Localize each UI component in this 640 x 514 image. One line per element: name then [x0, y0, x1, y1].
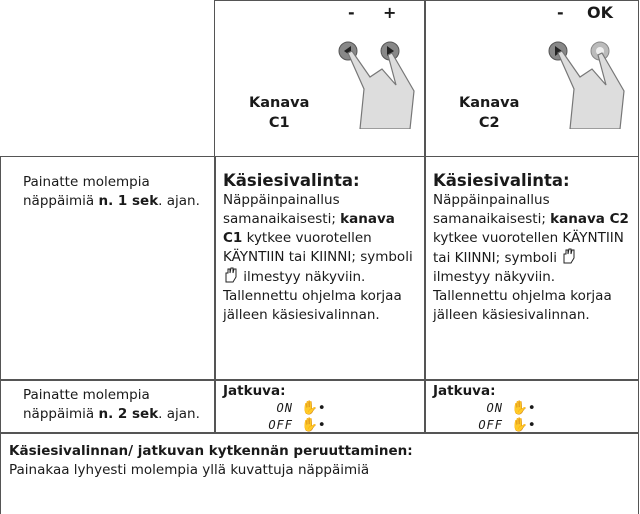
action-cell: Painatte molempia näppäimiä n. 1 sek. aj… [0, 156, 216, 381]
text: Painatte molempia näppäimiä [23, 174, 150, 209]
state: OFF [478, 418, 503, 432]
text: ilmestyy näkyviin. Tallennettu ohjelma k… [223, 269, 402, 323]
header-cell: - OK Kanava C2 [424, 0, 639, 158]
button-label: - [348, 3, 355, 22]
text: kytkee vuorotellen KÄYNTIIN tai KIINNI; … [223, 230, 413, 265]
action-cell: Painatte molempia näppäimiä n. 2 sek. aj… [0, 379, 216, 434]
text: Käsiesivalinta: [433, 171, 570, 190]
description-cell: Käsiesivalinta: Näppäinpainallus samanaik… [214, 156, 426, 381]
text: kanava C1 [223, 211, 395, 246]
text: Näppäinpainallus samanaikaisesti; [223, 192, 341, 227]
text: kanava C2 [550, 211, 629, 227]
text: ilmestyy näkyviin. Tallennettu ohjelma k… [433, 269, 612, 323]
text: Kanava [459, 95, 520, 111]
description-cell: Käsiesivalinta: Näppäinpainallus samanaik… [424, 156, 639, 381]
text: Näppäinpainallus samanaikaisesti; [433, 192, 551, 227]
channel-label: Kanava C2 [459, 93, 519, 133]
state-cell: Jatkuva: ON ✋• OFF ✋• [214, 379, 426, 434]
text: kytkee vuorotellen KÄYNTIIN tai KIINNI; … [433, 230, 624, 266]
text: C2 [478, 115, 500, 131]
text: Jatkuva: [433, 383, 496, 399]
button-label: - [557, 3, 564, 22]
state-cell: Jatkuva: ON ✋• OFF ✋• [424, 379, 639, 434]
channel-label: Kanava C1 [249, 93, 309, 133]
text: Käsiesivalinta: [223, 171, 360, 190]
header-cell: - + Kanava C1 [214, 0, 426, 158]
button-label: OK [587, 3, 613, 22]
state: ON [486, 401, 503, 415]
text: C1 [268, 115, 290, 131]
hand-illustration [548, 41, 625, 129]
text: Jatkuva: [223, 383, 286, 399]
text: Painatte molempia näppäimiä [23, 387, 150, 422]
footer-cell: Käsiesivalinnan/ jatkuvan kytkennän peru… [0, 432, 639, 514]
hand-symbol [225, 267, 237, 283]
text: . ajan. [158, 193, 200, 209]
text: Kanava [249, 95, 310, 111]
hand-illustration [338, 41, 415, 129]
text: . ajan. [158, 406, 200, 422]
state: ON [276, 401, 293, 415]
button-label: + [383, 3, 397, 22]
state: OFF [268, 418, 293, 432]
hand-symbol [563, 248, 575, 264]
footer-title: Käsiesivalinnan/ jatkuvan kytkennän peru… [9, 443, 413, 459]
text: n. 2 sek [98, 406, 159, 422]
footer-text: Painakaa lyhyesti molempia yllä kuvattuj… [9, 462, 370, 478]
text: n. 1 sek [98, 193, 159, 209]
